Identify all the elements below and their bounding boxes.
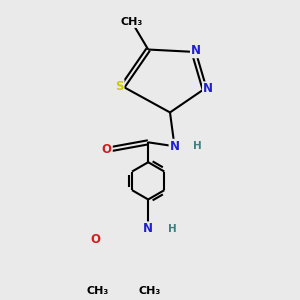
Text: CH₃: CH₃ xyxy=(86,286,108,296)
Text: S: S xyxy=(115,80,124,93)
Text: N: N xyxy=(169,140,179,153)
Text: CH₃: CH₃ xyxy=(121,17,143,27)
Text: H: H xyxy=(168,224,177,234)
Text: O: O xyxy=(90,232,100,245)
Text: N: N xyxy=(203,82,213,95)
Text: O: O xyxy=(102,143,112,156)
Text: H: H xyxy=(193,141,202,151)
Text: N: N xyxy=(191,44,201,57)
Text: N: N xyxy=(143,222,153,235)
Text: CH₃: CH₃ xyxy=(139,286,161,296)
